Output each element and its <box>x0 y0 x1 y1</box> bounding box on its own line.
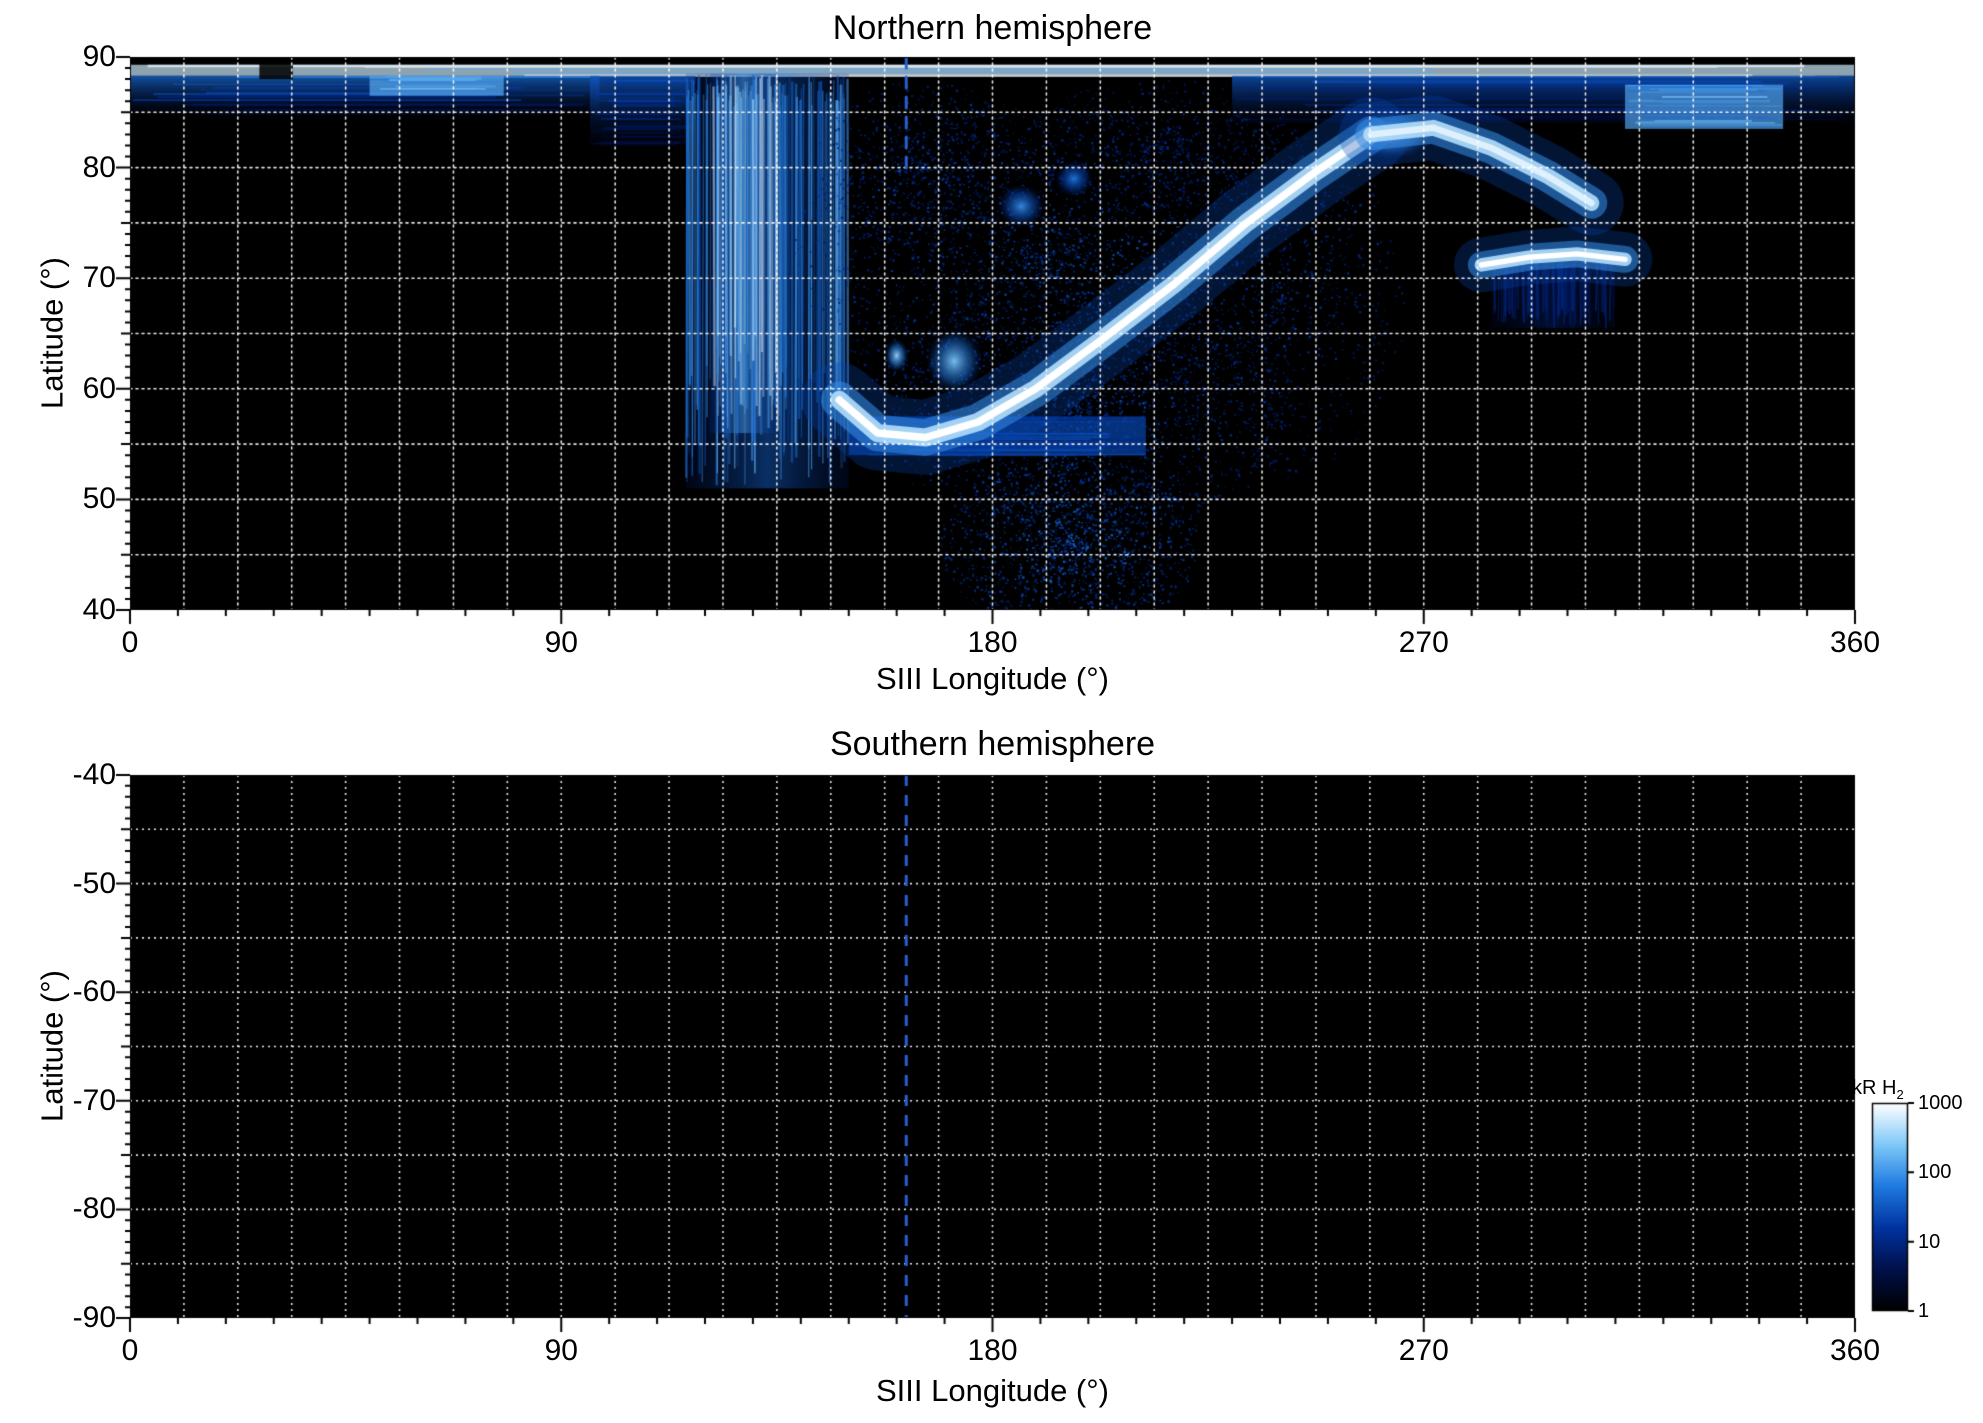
south-x-tick-label: 180 <box>967 1334 1018 1367</box>
colorbar-tick-label: 1 <box>1918 1300 1930 1322</box>
south-y-tick-label: -70 <box>72 1083 116 1117</box>
north-x-tick-label: 180 <box>967 626 1018 659</box>
south-x-tick-label: 360 <box>1829 1334 1881 1367</box>
north-x-tick-label: 0 <box>121 626 139 659</box>
south-panel-title: Southern hemisphere <box>829 725 1156 763</box>
north-y-tick-label: 90 <box>82 40 116 73</box>
north-y-tick-label: 70 <box>82 261 116 295</box>
south-x-axis-label: SIII Longitude (°) <box>876 1373 1109 1408</box>
north-y-tick-label: 80 <box>82 150 116 184</box>
colorbar-label: kR H2 <box>1852 1078 1904 1101</box>
north-y-tick-label: 60 <box>82 371 116 405</box>
north-panel-title: Northern hemisphere <box>832 9 1153 47</box>
colorbar-tick-label: 100 <box>1918 1161 1952 1184</box>
colorbar-tick-label: 1000 <box>1918 1092 1963 1114</box>
south-y-tick-label: -80 <box>72 1192 116 1226</box>
south-x-tick-label: 0 <box>121 1334 139 1367</box>
colorbar-label-main: kR H <box>1852 1077 1897 1099</box>
south-y-tick-label: -50 <box>72 866 116 900</box>
colorbar-tick-label: 10 <box>1918 1230 1941 1253</box>
north-x-tick-label: 270 <box>1398 626 1449 659</box>
north-y-tick-label: 40 <box>82 593 116 626</box>
south-y-tick-label: -40 <box>72 758 116 791</box>
south-x-tick-label: 90 <box>544 1334 578 1367</box>
north-y-tick-label: 50 <box>82 482 116 516</box>
south-y-tick-label: -60 <box>72 975 116 1009</box>
colorbar-label-subscript: 2 <box>1896 1087 1904 1102</box>
north-x-tick-label: 90 <box>544 626 578 659</box>
south-y-tick-label: -90 <box>72 1301 116 1334</box>
north-x-tick-label: 360 <box>1829 626 1881 659</box>
north-x-axis-label: SIII Longitude (°) <box>876 661 1109 696</box>
south-x-tick-label: 270 <box>1398 1334 1449 1367</box>
